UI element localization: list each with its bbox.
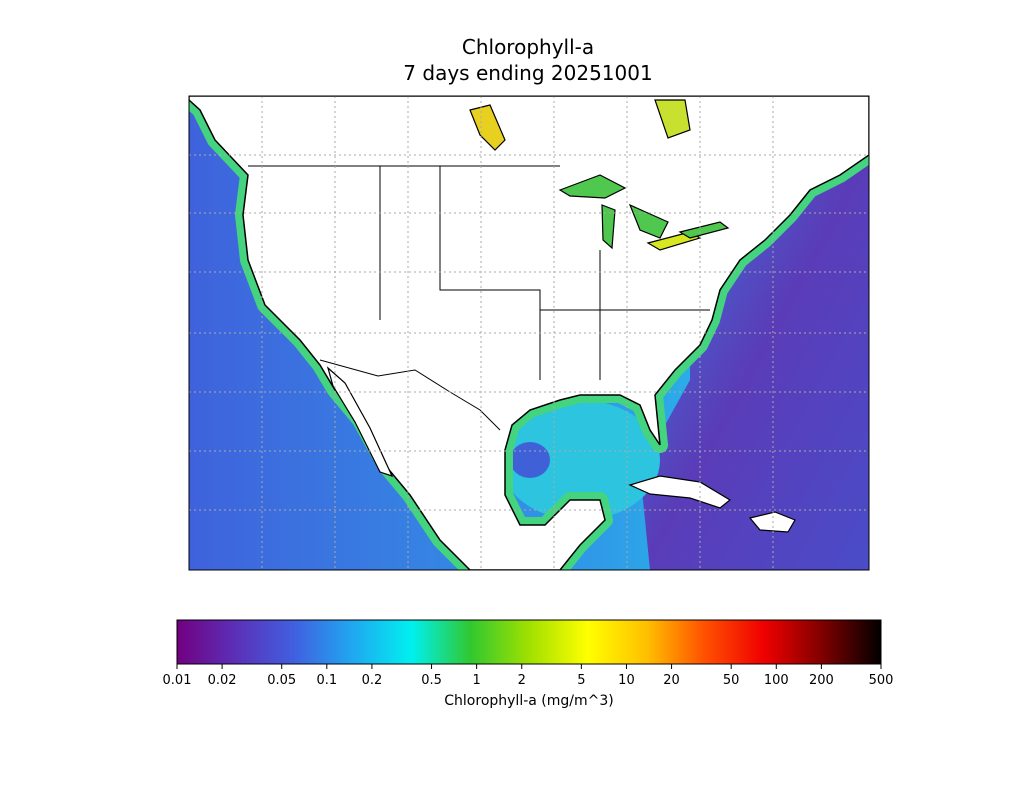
colorbar-tick-label: 10 [618,673,635,688]
map-frame [188,95,870,571]
colorbar-tick-label: 0.02 [208,673,237,688]
baja [326,366,394,478]
colorbar-tick-label: 100 [764,673,789,688]
colorbar-tick-label: 500 [869,673,894,688]
colorbar-tick-label: 0.5 [421,673,442,688]
colorbar-tick-label: 0.05 [267,673,296,688]
cuba [628,475,732,509]
gulf [500,400,660,520]
colorbar-tick-label: 0.01 [163,673,192,688]
colorbar-tick-label: 1 [472,673,480,688]
colorbar: 0.01 0.02 0.05 0.1 0.2 0.5 1 2 5 10 20 50 100 200 500 [163,619,894,688]
colorbar-tick-label: 0.2 [362,673,383,688]
great-lakes [469,99,730,251]
map-subtitle: 7 days ending 20251001 [403,61,652,85]
map [189,96,869,570]
colorbar-label: Chlorophyll-a (mg/m^3) [444,693,613,709]
map-title: Chlorophyll-a [462,35,594,59]
colorbar-tick-label: 50 [723,673,740,688]
gulf-eddy [510,442,550,478]
colorbar-tick-label: 200 [809,673,834,688]
colorbar-tick-label: 5 [577,673,585,688]
graticule [189,96,869,570]
colorbar-gradient [176,619,882,665]
colorbar-tick-label: 2 [518,673,526,688]
colorbar-tick-label: 0.1 [316,673,337,688]
colorbar-tick-label: 20 [663,673,680,688]
